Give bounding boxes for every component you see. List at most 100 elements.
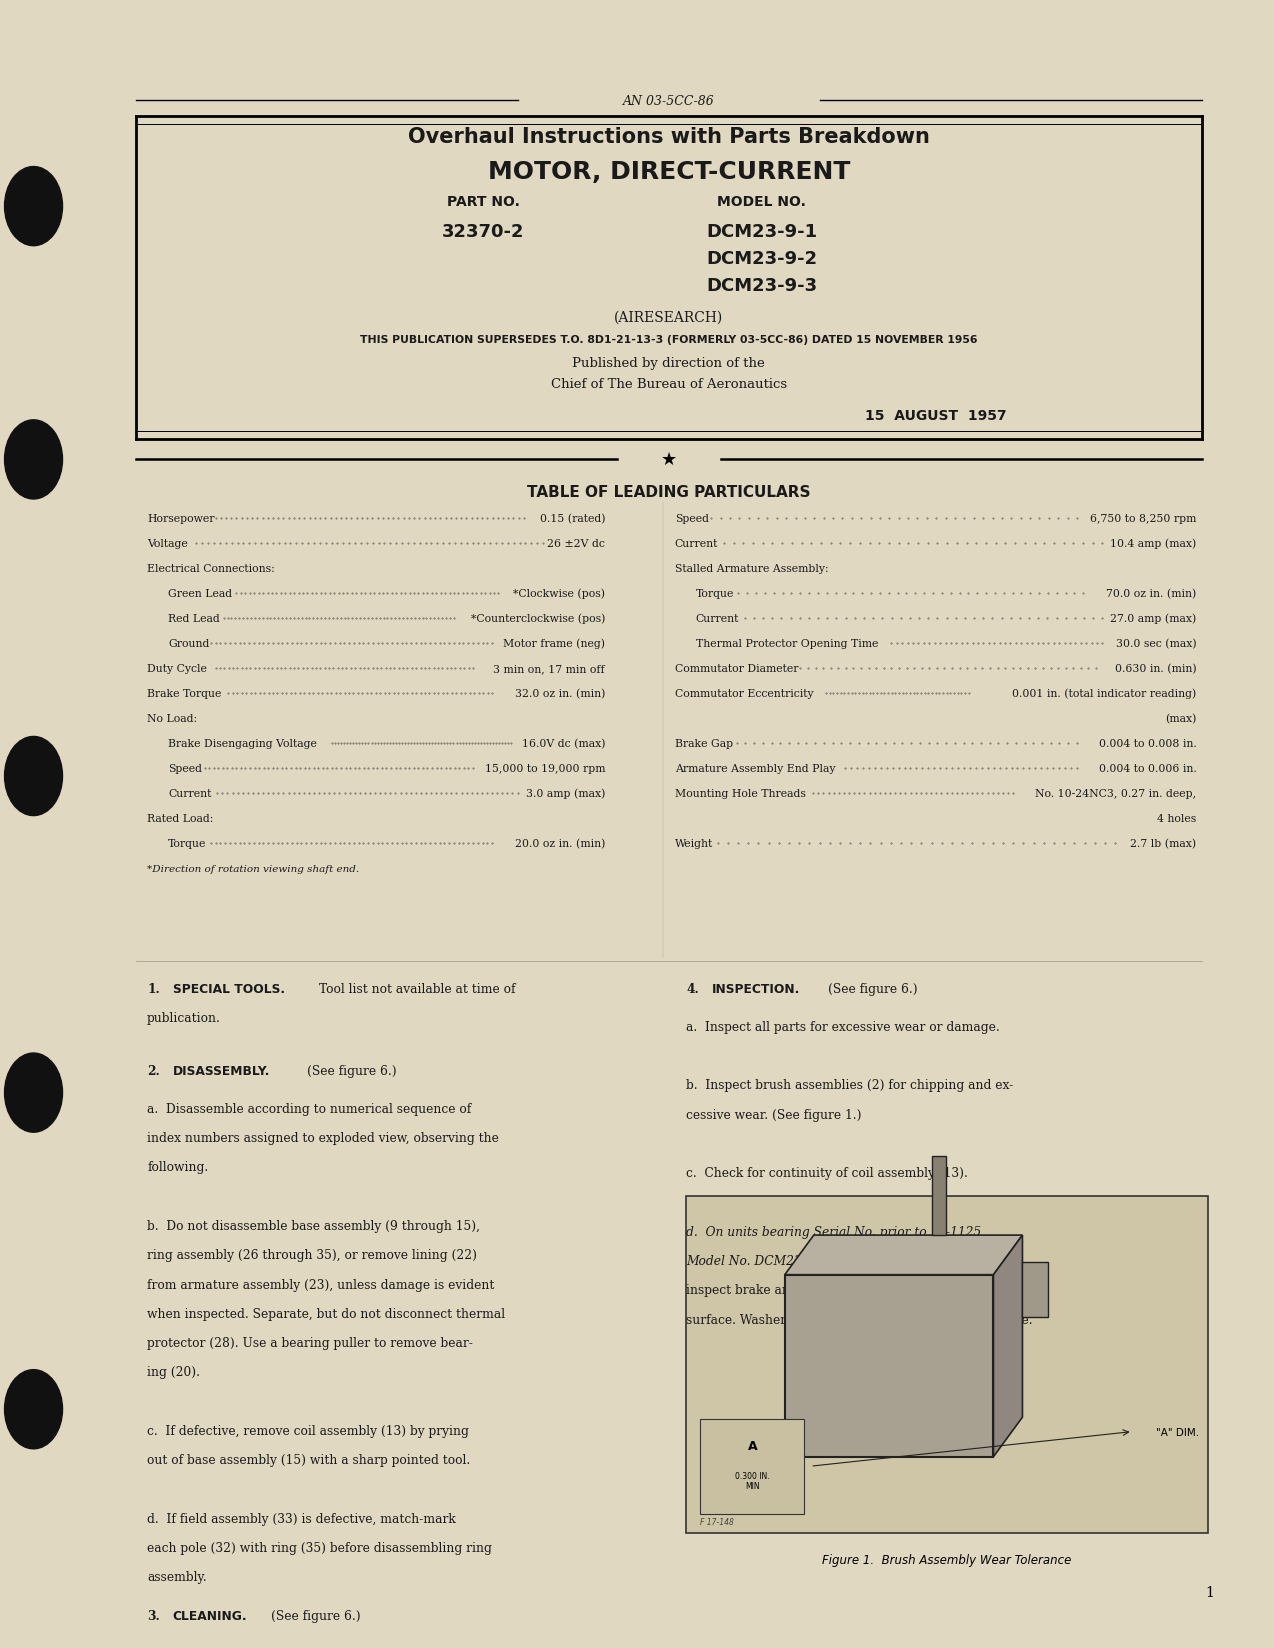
Text: Green Lead: Green Lead — [168, 588, 232, 598]
Text: SPECIAL TOOLS.: SPECIAL TOOLS. — [173, 982, 285, 995]
Text: DISASSEMBLY.: DISASSEMBLY. — [173, 1065, 270, 1078]
Bar — [1023, 1262, 1049, 1317]
Text: INSPECTION.: INSPECTION. — [712, 982, 800, 995]
Text: 4.: 4. — [687, 982, 699, 995]
Circle shape — [5, 420, 62, 499]
Text: Model No. DCM23-9-1, and Model No. DCM23-9-2,: Model No. DCM23-9-1, and Model No. DCM23… — [687, 1254, 1004, 1267]
Text: Red Lead: Red Lead — [168, 613, 220, 623]
Text: Tool list not available at time of: Tool list not available at time of — [318, 982, 515, 995]
Text: Torque: Torque — [696, 588, 734, 598]
Text: c.  Check for continuity of coil assembly (13).: c. Check for continuity of coil assembly… — [687, 1167, 968, 1180]
Text: MODEL NO.: MODEL NO. — [717, 194, 806, 209]
Text: Voltage: Voltage — [148, 539, 187, 549]
Text: 4 holes: 4 holes — [1157, 814, 1196, 824]
Text: THIS PUBLICATION SUPERSEDES T.O. 8D1-21-13-3 (FORMERLY 03-5CC-86) DATED 15 NOVEM: THIS PUBLICATION SUPERSEDES T.O. 8D1-21-… — [361, 335, 977, 344]
Text: (See figure 6.): (See figure 6.) — [271, 1608, 361, 1622]
Text: Armature Assembly End Play: Armature Assembly End Play — [675, 763, 836, 773]
Text: TABLE OF LEADING PARTICULARS: TABLE OF LEADING PARTICULARS — [527, 485, 810, 499]
Text: cessive wear. (See figure 1.): cessive wear. (See figure 1.) — [687, 1107, 861, 1121]
Text: out of base assembly (15) with a sharp pointed tool.: out of base assembly (15) with a sharp p… — [148, 1454, 470, 1467]
Text: Horsepower: Horsepower — [148, 514, 214, 524]
Text: Current: Current — [168, 789, 211, 799]
Text: 0.300 IN.
MIN: 0.300 IN. MIN — [735, 1472, 769, 1490]
Polygon shape — [785, 1236, 1023, 1276]
Bar — [687, 1196, 1208, 1533]
Text: Overhaul Instructions with Parts Breakdown: Overhaul Instructions with Parts Breakdo… — [408, 127, 930, 147]
Text: 6,750 to 8,250 rpm: 6,750 to 8,250 rpm — [1091, 514, 1196, 524]
Text: 0.630 in. (min): 0.630 in. (min) — [1115, 664, 1196, 674]
Text: when inspected. Separate, but do not disconnect thermal: when inspected. Separate, but do not dis… — [148, 1307, 506, 1320]
Text: 1.: 1. — [148, 982, 161, 995]
Text: Motor frame (neg): Motor frame (neg) — [503, 638, 605, 649]
Text: 70.0 oz in. (min): 70.0 oz in. (min) — [1106, 588, 1196, 598]
Text: AN 03-5CC-86: AN 03-5CC-86 — [623, 94, 715, 107]
Text: b.  Inspect brush assemblies (2) for chipping and ex-: b. Inspect brush assemblies (2) for chip… — [687, 1079, 1014, 1091]
Text: 3.: 3. — [148, 1608, 161, 1622]
Text: 0.004 to 0.006 in.: 0.004 to 0.006 in. — [1098, 763, 1196, 773]
Text: 10.4 amp (max): 10.4 amp (max) — [1110, 539, 1196, 549]
Text: 3.0 amp (max): 3.0 amp (max) — [526, 788, 605, 799]
Text: b.  Do not disassemble base assembly (9 through 15),: b. Do not disassemble base assembly (9 t… — [148, 1220, 480, 1233]
Text: Commutator Diameter: Commutator Diameter — [675, 664, 798, 674]
Text: (AIRESEARCH): (AIRESEARCH) — [614, 311, 724, 325]
Text: d.  If field assembly (33) is defective, match-mark: d. If field assembly (33) is defective, … — [148, 1511, 456, 1524]
Text: DCM23-9-1: DCM23-9-1 — [706, 224, 817, 241]
Text: *Counterclockwise (pos): *Counterclockwise (pos) — [470, 613, 605, 625]
Circle shape — [5, 1369, 62, 1449]
Text: Brake Disengaging Voltage: Brake Disengaging Voltage — [168, 738, 317, 748]
Text: Rated Load:: Rated Load: — [148, 814, 214, 824]
Bar — [701, 1419, 804, 1515]
Text: MOTOR, DIRECT-CURRENT: MOTOR, DIRECT-CURRENT — [488, 160, 850, 185]
Text: Torque: Torque — [168, 839, 206, 849]
Text: F 17-148: F 17-148 — [701, 1518, 734, 1526]
Text: *Clockwise (pos): *Clockwise (pos) — [513, 588, 605, 598]
Text: 15  AUGUST  1957: 15 AUGUST 1957 — [865, 409, 1006, 424]
Text: PART NO.: PART NO. — [447, 194, 520, 209]
Bar — [933, 1157, 947, 1236]
Text: Duty Cycle: Duty Cycle — [148, 664, 206, 674]
Text: from armature assembly (23), unless damage is evident: from armature assembly (23), unless dama… — [148, 1277, 494, 1290]
Text: 16.0V dc (max): 16.0V dc (max) — [521, 738, 605, 748]
Text: ring assembly (26 through 35), or remove lining (22): ring assembly (26 through 35), or remove… — [148, 1249, 478, 1261]
Text: Brake Gap: Brake Gap — [675, 738, 733, 748]
Text: A: A — [748, 1439, 757, 1452]
Text: 2.7 lb (max): 2.7 lb (max) — [1130, 839, 1196, 849]
Text: 15,000 to 19,000 rpm: 15,000 to 19,000 rpm — [484, 763, 605, 773]
Text: Thermal Protector Opening Time: Thermal Protector Opening Time — [696, 639, 878, 649]
Text: 26 ±2V dc: 26 ±2V dc — [548, 539, 605, 549]
Text: Current: Current — [696, 613, 739, 623]
Text: (See figure 6.): (See figure 6.) — [828, 982, 917, 995]
Text: 3 min on, 17 min off: 3 min on, 17 min off — [493, 664, 605, 674]
Text: CLEANING.: CLEANING. — [173, 1608, 247, 1622]
Circle shape — [5, 737, 62, 816]
Text: Stalled Armature Assembly:: Stalled Armature Assembly: — [675, 564, 828, 574]
Text: publication.: publication. — [148, 1012, 220, 1025]
Text: 0.004 to 0.008 in.: 0.004 to 0.008 in. — [1098, 738, 1196, 748]
Text: a.  Inspect all parts for excessive wear or damage.: a. Inspect all parts for excessive wear … — [687, 1020, 1000, 1033]
Text: 32.0 oz in. (min): 32.0 oz in. (min) — [515, 689, 605, 699]
Text: Published by direction of the: Published by direction of the — [572, 358, 766, 371]
Text: Mounting Hole Threads: Mounting Hole Threads — [675, 789, 805, 799]
Text: Electrical Connections:: Electrical Connections: — [148, 564, 275, 574]
Text: 30.0 sec (max): 30.0 sec (max) — [1116, 638, 1196, 649]
Text: protector (28). Use a bearing puller to remove bear-: protector (28). Use a bearing puller to … — [148, 1337, 473, 1350]
Text: Figure 1.  Brush Assembly Wear Tolerance: Figure 1. Brush Assembly Wear Tolerance — [823, 1554, 1071, 1566]
Text: (max): (max) — [1164, 714, 1196, 723]
Text: 20.0 oz in. (min): 20.0 oz in. (min) — [515, 839, 605, 849]
Text: 0.15 (rated): 0.15 (rated) — [540, 514, 605, 524]
Text: 27.0 amp (max): 27.0 amp (max) — [1110, 613, 1196, 625]
Text: Speed: Speed — [168, 763, 203, 773]
Text: DCM23-9-2: DCM23-9-2 — [706, 250, 817, 269]
Text: 0.001 in. (total indicator reading): 0.001 in. (total indicator reading) — [1012, 689, 1196, 699]
Text: following.: following. — [148, 1160, 209, 1173]
Text: Weight: Weight — [675, 839, 713, 849]
Text: a.  Disassemble according to numerical sequence of: a. Disassemble according to numerical se… — [148, 1103, 471, 1116]
Text: 32370-2: 32370-2 — [442, 224, 525, 241]
Text: each pole (32) with ring (35) before disassembling ring: each pole (32) with ring (35) before dis… — [148, 1541, 492, 1554]
Text: Current: Current — [675, 539, 719, 549]
Text: c.  If defective, remove coil assembly (13) by prying: c. If defective, remove coil assembly (1… — [148, 1424, 469, 1437]
Text: inspect brake armature assembly (19) for scored or bent: inspect brake armature assembly (19) for… — [687, 1284, 1040, 1297]
Text: 1: 1 — [1205, 1585, 1214, 1599]
Text: Ground: Ground — [168, 639, 209, 649]
Circle shape — [5, 1053, 62, 1132]
